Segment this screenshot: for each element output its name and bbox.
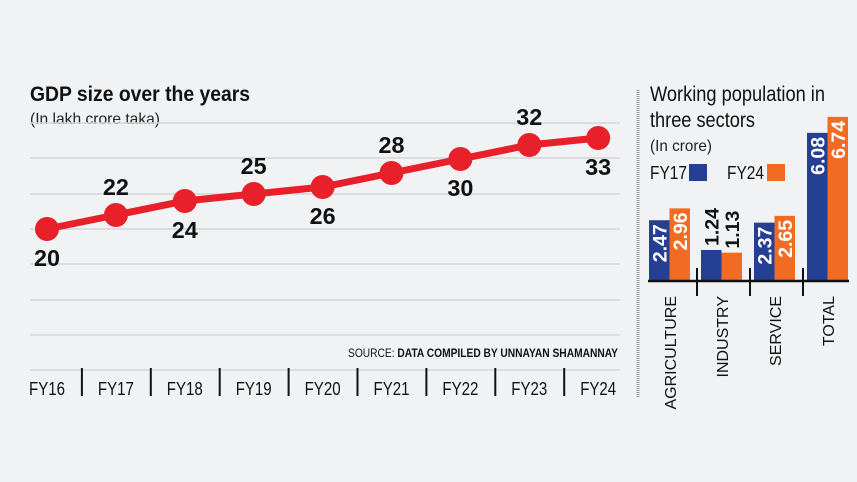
legend-swatch-fy24 <box>767 164 785 181</box>
x-tick-label: FY23 <box>511 379 547 399</box>
bar-title-line1: Working population in <box>650 83 825 106</box>
bar-value-label: 2.47 <box>650 224 671 262</box>
bar-service-fy17 <box>754 222 775 280</box>
gdp-point-FY22 <box>448 147 473 171</box>
gdp-value-label: 33 <box>585 154 611 180</box>
bar-value-label: 2.37 <box>755 227 776 265</box>
bar-category-label: TOTAL <box>821 296 838 346</box>
legend-label-fy17: FY17 <box>650 163 687 183</box>
bar-industry-fy24 <box>721 252 742 280</box>
x-tick-label: FY16 <box>29 379 65 399</box>
x-tick-label: FY17 <box>98 379 134 399</box>
gdp-point-FY23 <box>517 133 542 157</box>
bar-value-label: 2.65 <box>776 219 797 257</box>
bar-category-label: SERVICE <box>768 296 785 366</box>
gdp-point-FY24 <box>586 126 611 150</box>
bar-value-label: 1.24 <box>702 208 723 246</box>
bar-value-label: 6.08 <box>808 137 829 175</box>
gdp-value-label: 32 <box>516 104 542 130</box>
gdp-point-FY21 <box>379 161 404 185</box>
gdp-point-FY20 <box>310 175 335 199</box>
gdp-value-label: 20 <box>34 245 60 271</box>
gdp-value-label: 25 <box>241 153 267 179</box>
bar-value-label: 6.74 <box>829 120 850 158</box>
bar-value-label: 1.13 <box>723 211 744 249</box>
x-tick-label: FY22 <box>442 379 478 399</box>
bar-value-label: 2.96 <box>671 212 692 250</box>
gdp-value-label: 28 <box>379 132 405 158</box>
bar-total-fy17 <box>807 132 828 280</box>
gdp-value-label: 22 <box>103 174 129 200</box>
source-note: SOURCE: DATA COMPILED BY UNNAYAN SHAMANN… <box>348 346 618 360</box>
bar-category-label: AGRICULTURE <box>663 296 680 410</box>
gdp-value-label: 30 <box>447 175 473 201</box>
gdp-point-FY18 <box>172 189 197 213</box>
bar-agriculture-fy24 <box>669 208 690 280</box>
gdp-point-FY19 <box>241 182 266 206</box>
x-tick-label: FY24 <box>580 379 616 399</box>
gdp-point-FY17 <box>103 203 128 227</box>
x-tick-label: FY19 <box>236 379 272 399</box>
gdp-value-label: 26 <box>310 203 336 229</box>
bar-agriculture-fy17 <box>649 220 670 280</box>
bar-subtitle: (In crore) <box>650 138 712 155</box>
gdp-title: GDP size over the years <box>30 83 250 106</box>
x-tick-label: FY18 <box>167 379 203 399</box>
legend-swatch-fy17 <box>689 164 707 181</box>
gdp-point-FY16 <box>35 217 59 241</box>
x-tick-label: FY20 <box>305 379 341 399</box>
bar-service-fy24 <box>774 215 795 280</box>
bar-category-label: INDUSTRY <box>715 296 732 378</box>
bar-title-line2: three sectors <box>650 109 755 132</box>
bar-total-fy24 <box>827 116 848 280</box>
x-tick-label: FY21 <box>374 379 410 399</box>
gdp-value-label: 24 <box>172 217 198 243</box>
bar-industry-fy17 <box>701 249 722 280</box>
legend-label-fy24: FY24 <box>727 163 764 183</box>
gdp-subtitle: (In lakh crore taka) <box>30 111 160 128</box>
